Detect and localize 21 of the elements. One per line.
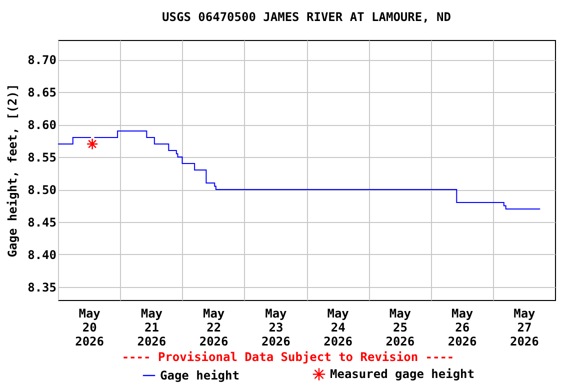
x-tick-label: May 20 2026 <box>75 306 104 348</box>
y-tick-label: 8.40 <box>28 248 56 262</box>
y-tick-label: 8.55 <box>28 150 56 164</box>
y-tick-label: 8.70 <box>28 53 56 67</box>
legend-label: Gage height <box>160 368 240 382</box>
x-tick-label: May 21 2026 <box>137 306 166 348</box>
x-tick-label: May 27 2026 <box>510 306 539 348</box>
x-tick-label: May 24 2026 <box>324 306 353 348</box>
legend-label: Measured gage height <box>330 367 474 382</box>
x-tick-label: May 23 2026 <box>261 306 290 348</box>
chart-title: USGS 06470500 JAMES RIVER AT LAMOURE, ND <box>162 10 451 24</box>
y-tick-label: 8.45 <box>28 216 56 230</box>
y-tick-label: 8.65 <box>28 86 56 100</box>
y-tick-label: 8.35 <box>28 280 56 294</box>
x-tick-label: May 26 2026 <box>448 306 477 348</box>
y-tick-label: 8.60 <box>28 118 56 132</box>
y-axis-title: Gage height, feet, [(2)] <box>6 84 20 258</box>
y-tick-label: 8.50 <box>28 183 56 197</box>
x-tick-label: May 25 2026 <box>386 306 415 348</box>
text: ---- Provisional Data Subject to Revision ---- <box>120 350 456 364</box>
x-tick-label: May 22 2026 <box>199 306 228 348</box>
